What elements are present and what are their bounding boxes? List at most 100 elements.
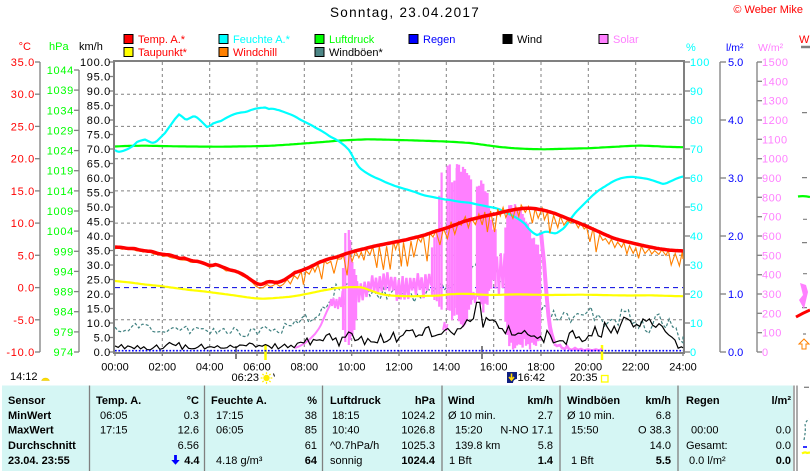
svg-text:20.0: 20.0 [87, 289, 111, 301]
svg-text:300: 300 [762, 289, 782, 301]
svg-text:km/h: km/h [79, 41, 103, 53]
svg-text:Windböen*: Windböen* [329, 47, 384, 59]
svg-text:Wind: Wind [517, 34, 542, 46]
svg-text:18:00: 18:00 [527, 362, 555, 374]
svg-text:Sensor: Sensor [8, 395, 46, 407]
svg-text:Luftdruck: Luftdruck [330, 395, 382, 407]
svg-text:16:42: 16:42 [518, 372, 546, 384]
svg-text:14.0: 14.0 [650, 440, 671, 452]
svg-text:1400: 1400 [762, 76, 788, 88]
svg-text:20:35: 20:35 [570, 372, 598, 384]
svg-text:1039: 1039 [47, 85, 74, 97]
svg-text:25.0: 25.0 [11, 121, 35, 133]
svg-text:974: 974 [54, 347, 74, 359]
svg-text:20:00: 20:00 [575, 362, 603, 374]
svg-text:W/m²: W/m² [758, 42, 784, 54]
svg-text:50: 50 [690, 202, 703, 214]
svg-text:Luftdruck: Luftdruck [329, 34, 375, 46]
svg-text:15.0: 15.0 [87, 304, 111, 316]
svg-text:600: 600 [762, 231, 782, 243]
svg-text:979: 979 [54, 327, 74, 339]
svg-text:900: 900 [762, 173, 782, 185]
svg-text:Feuchte A.*: Feuchte A.* [233, 34, 291, 46]
svg-text:30: 30 [690, 260, 703, 272]
svg-text:0.0: 0.0 [776, 425, 791, 437]
svg-text:%: % [686, 42, 696, 54]
svg-text:1100: 1100 [762, 134, 788, 146]
svg-text:20.0: 20.0 [11, 154, 35, 166]
svg-text:10:40: 10:40 [332, 425, 360, 437]
svg-text:04:00: 04:00 [196, 362, 224, 374]
svg-text:35.0: 35.0 [87, 246, 111, 258]
svg-text:400: 400 [762, 270, 782, 282]
svg-text:70.0: 70.0 [87, 144, 111, 156]
svg-text:95.0: 95.0 [87, 72, 111, 84]
svg-text:1034: 1034 [47, 105, 74, 117]
svg-text:12:00: 12:00 [385, 362, 413, 374]
svg-text:l/m²: l/m² [771, 395, 791, 407]
svg-text:100: 100 [690, 57, 710, 69]
svg-text:Windchill: Windchill [233, 47, 277, 59]
svg-text:5.0: 5.0 [94, 333, 111, 345]
svg-text:06:05: 06:05 [100, 410, 128, 422]
svg-text:0.0: 0.0 [776, 455, 791, 467]
svg-text:06:00: 06:00 [243, 362, 271, 374]
svg-text:1026.8: 1026.8 [401, 425, 435, 437]
svg-text:35.0: 35.0 [11, 57, 35, 69]
svg-text:10.0: 10.0 [11, 218, 35, 230]
svg-text:60: 60 [690, 173, 703, 185]
svg-text:0.0: 0.0 [94, 347, 111, 359]
svg-text:06:05: 06:05 [216, 425, 244, 437]
svg-text:08:00: 08:00 [291, 362, 319, 374]
svg-text:90: 90 [690, 86, 703, 98]
svg-text:1024: 1024 [47, 146, 74, 158]
svg-text:999: 999 [54, 246, 74, 258]
svg-text:Regen: Regen [686, 395, 720, 407]
svg-text:1 Bft: 1 Bft [449, 455, 472, 467]
svg-text:0.0: 0.0 [18, 283, 35, 295]
svg-text:°C: °C [187, 395, 199, 407]
svg-text:10: 10 [690, 318, 703, 330]
svg-text:06:23: 06:23 [232, 372, 260, 384]
svg-text:5.5: 5.5 [656, 455, 671, 467]
svg-text:^0.7hPa/h: ^0.7hPa/h [330, 440, 379, 452]
svg-text:10:00: 10:00 [338, 362, 366, 374]
svg-text:Sonntag, 23.04.2017: Sonntag, 23.04.2017 [330, 5, 480, 20]
svg-text:85.0: 85.0 [87, 101, 111, 113]
svg-text:24:00: 24:00 [669, 362, 697, 374]
svg-text:1000: 1000 [762, 154, 788, 166]
svg-text:-5.0: -5.0 [13, 315, 35, 327]
svg-text:00:00: 00:00 [691, 425, 719, 437]
svg-text:1024.2: 1024.2 [401, 410, 435, 422]
svg-text:989: 989 [54, 287, 74, 299]
svg-text:12.6: 12.6 [178, 425, 199, 437]
svg-text:Taupunkt*: Taupunkt* [138, 47, 188, 59]
svg-text:14:12: 14:12 [10, 371, 38, 383]
svg-text:1500: 1500 [762, 57, 788, 69]
svg-text:4.0: 4.0 [728, 115, 743, 127]
svg-text:Regen: Regen [423, 34, 455, 46]
svg-text:N-NO 17.1: N-NO 17.1 [500, 425, 553, 437]
svg-text:40: 40 [690, 231, 703, 243]
svg-text:0: 0 [690, 347, 697, 359]
svg-text:65.0: 65.0 [87, 159, 111, 171]
svg-text:%: % [307, 395, 317, 407]
svg-text:4.4: 4.4 [184, 455, 200, 467]
svg-text:800: 800 [762, 192, 782, 204]
svg-text:2.7: 2.7 [538, 410, 553, 422]
svg-text:1009: 1009 [47, 206, 74, 218]
svg-text:139.8 km: 139.8 km [455, 440, 500, 452]
svg-text:1024.4: 1024.4 [401, 455, 436, 467]
svg-text:60.0: 60.0 [87, 173, 111, 185]
svg-text:Windböen: Windböen [567, 395, 620, 407]
svg-text:Solar: Solar [613, 34, 639, 46]
svg-text:6.56: 6.56 [178, 440, 199, 452]
svg-text:O 38.3: O 38.3 [638, 425, 671, 437]
svg-text:1014: 1014 [47, 186, 74, 198]
svg-text:00:00: 00:00 [101, 362, 129, 374]
svg-text:© Weber Mike: © Weber Mike [733, 4, 803, 16]
svg-text:Ø 10 min.: Ø 10 min. [448, 410, 496, 422]
svg-text:km/h: km/h [527, 395, 553, 407]
svg-text:02:00: 02:00 [149, 362, 177, 374]
svg-text:0.0 l/m²: 0.0 l/m² [689, 455, 726, 467]
